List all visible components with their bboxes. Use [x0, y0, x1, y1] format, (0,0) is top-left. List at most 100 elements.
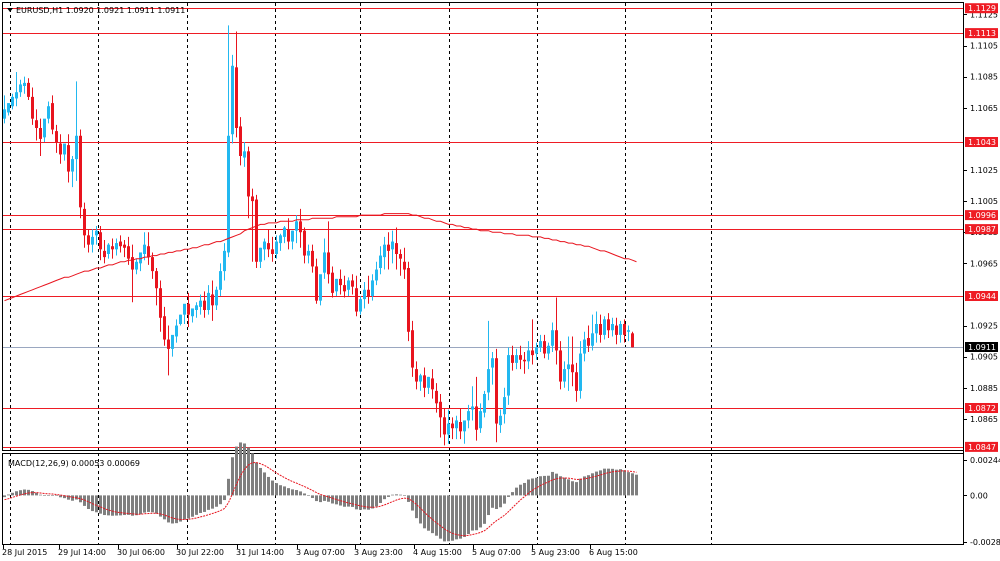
macd-bar — [447, 495, 450, 542]
candle-body — [383, 244, 386, 258]
candle-body — [399, 254, 402, 259]
time-tick-label: 31 Jul 14:00 — [236, 548, 284, 557]
candle — [179, 314, 182, 326]
candle — [83, 202, 86, 248]
time-tick-label: 3 Aug 07:00 — [296, 548, 345, 557]
candle-body — [111, 246, 114, 250]
candle-body — [535, 347, 538, 354]
macd-bar — [47, 495, 50, 496]
macd-bar — [595, 471, 598, 496]
candle-body — [363, 289, 366, 300]
candle-body — [219, 271, 222, 290]
candle-body — [167, 339, 170, 349]
macd-bar — [39, 494, 42, 496]
macd-bar — [371, 495, 374, 509]
macd-bar — [475, 495, 478, 531]
candle-body — [179, 314, 182, 324]
candle — [583, 331, 586, 362]
level-tag: 1.1129 — [965, 3, 998, 13]
macd-bar — [347, 495, 350, 507]
price-tick-label: 1.0885 — [970, 384, 998, 393]
level-tag-bg — [965, 210, 998, 221]
candle-body — [507, 355, 510, 396]
candle-body — [291, 230, 294, 242]
macd-bar — [403, 495, 406, 496]
level-tag-label: 1.0987 — [968, 225, 996, 234]
candle — [475, 376, 478, 441]
candle — [175, 319, 178, 343]
price-axis-ticks: 1.1125 1.1105 1.1085 1.1065 1.1025 1.1005 1.09… — [963, 10, 998, 424]
candle-body — [603, 319, 606, 335]
candle-body — [87, 235, 90, 245]
price-tick-label: 1.0905 — [970, 353, 998, 362]
macd-bar — [163, 495, 166, 520]
candle — [99, 226, 102, 261]
candle — [235, 31, 238, 138]
macd-bar — [603, 468, 606, 496]
candle-body — [431, 378, 434, 390]
macd-bar — [535, 477, 538, 496]
candle — [391, 230, 394, 264]
candle — [31, 87, 34, 125]
macd-bar — [259, 467, 262, 496]
macd-bar — [67, 495, 70, 500]
macd-tick-label: 0.00244 — [970, 456, 1000, 465]
candle-body — [55, 131, 58, 142]
candle-body — [191, 308, 194, 317]
candle — [379, 246, 382, 275]
candle — [171, 334, 174, 357]
candle-body — [343, 285, 346, 292]
macd-bar — [159, 495, 162, 517]
price-tick-label: 1.1065 — [970, 104, 998, 113]
candle-body — [127, 246, 130, 259]
macd-bar — [211, 495, 214, 509]
macd-bar — [471, 495, 474, 531]
candle — [111, 238, 114, 259]
macd-bar — [51, 495, 54, 496]
candle-body — [299, 221, 302, 233]
dropdown-triangle-icon[interactable] — [7, 8, 13, 12]
macd-bar — [255, 462, 258, 496]
level-tag-label: 1.0996 — [968, 211, 996, 220]
candle — [323, 238, 326, 279]
macd-bar — [307, 495, 310, 496]
candle-body — [543, 341, 546, 354]
level-tag-label: 1.0944 — [968, 292, 996, 301]
candle-body — [131, 257, 134, 270]
candle — [603, 316, 606, 340]
macd-bar — [111, 495, 114, 516]
macd-signal — [4, 462, 637, 537]
macd-bar — [571, 481, 574, 496]
time-axis-ticks: 28 Jul 2015 29 Jul 14:00 30 Jul 06:00 30 Ju… — [2, 545, 638, 557]
candle — [211, 280, 214, 321]
candle-body — [559, 350, 562, 382]
time-tick-label: 30 Jul 22:00 — [176, 548, 224, 557]
candle — [287, 218, 290, 250]
candle — [231, 54, 234, 144]
candle — [95, 226, 98, 245]
candle — [399, 249, 402, 276]
macd-bar — [531, 478, 534, 496]
candle — [63, 143, 66, 161]
candle-body — [523, 359, 526, 362]
candle — [547, 342, 550, 360]
candle — [191, 308, 194, 323]
price-tick-label: 1.1085 — [970, 73, 998, 82]
candle-body — [579, 353, 582, 391]
candle — [467, 404, 470, 429]
candle — [47, 101, 50, 124]
macd-bar — [231, 457, 234, 496]
candle — [291, 230, 294, 250]
macd-bar — [395, 494, 398, 496]
candle-body — [423, 375, 426, 388]
candle — [351, 274, 354, 295]
candle — [183, 303, 186, 324]
candle-body — [347, 280, 350, 290]
candle — [335, 278, 338, 296]
price-tick-label: 1.1025 — [970, 166, 998, 175]
candle — [255, 194, 258, 268]
candle — [371, 274, 374, 301]
candle-body — [527, 350, 530, 362]
candle — [375, 261, 378, 286]
